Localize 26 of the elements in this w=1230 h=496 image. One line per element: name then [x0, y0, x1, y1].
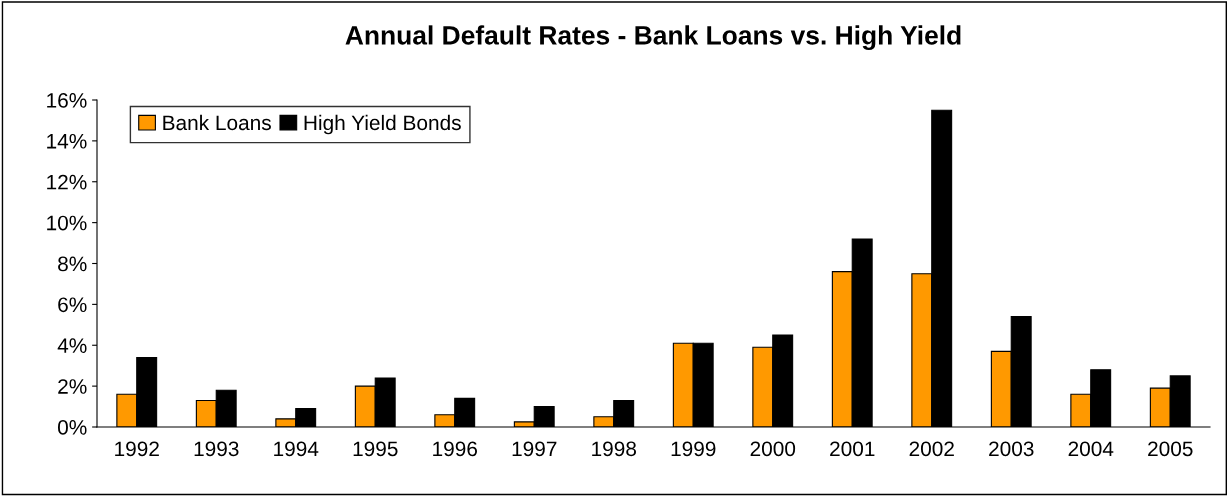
- x-tick-label: 1993: [194, 441, 239, 457]
- y-tick-label: 16%: [47, 93, 87, 108]
- y-tick-label: 0%: [57, 420, 87, 435]
- x-tick-label: 2005: [1148, 441, 1193, 457]
- x-tick-label: 1995: [353, 441, 398, 457]
- y-tick-label: 14%: [47, 133, 87, 149]
- y-tick-label: 12%: [47, 174, 87, 190]
- x-tick-label: 2003: [989, 441, 1034, 457]
- x-tick-label: 1999: [671, 441, 716, 457]
- legend-label: Bank Loans: [163, 114, 271, 131]
- x-tick-label: 1998: [592, 441, 637, 457]
- x-tick-label: 1992: [115, 441, 159, 457]
- x-tick-label: 2002: [909, 441, 954, 457]
- y-tick-label: 4%: [57, 338, 87, 353]
- chart-title: Annual Default Rates - Bank Loans vs. High Yield: [345, 25, 961, 51]
- y-tick-label: 6%: [58, 297, 87, 313]
- y-tick-label: 10%: [47, 215, 87, 231]
- x-tick-label: 2001: [830, 441, 875, 457]
- x-tick-label: 1997: [512, 441, 557, 457]
- y-tick-label: 2%: [58, 379, 87, 394]
- y-tick-label: 8%: [58, 256, 87, 272]
- x-tick-label: 2004: [1068, 441, 1114, 457]
- x-tick-label: 1996: [433, 441, 478, 457]
- x-tick-label: 2000: [750, 441, 796, 457]
- legend-label: High Yield Bonds: [304, 114, 461, 135]
- x-tick-label: 1994: [274, 441, 319, 457]
